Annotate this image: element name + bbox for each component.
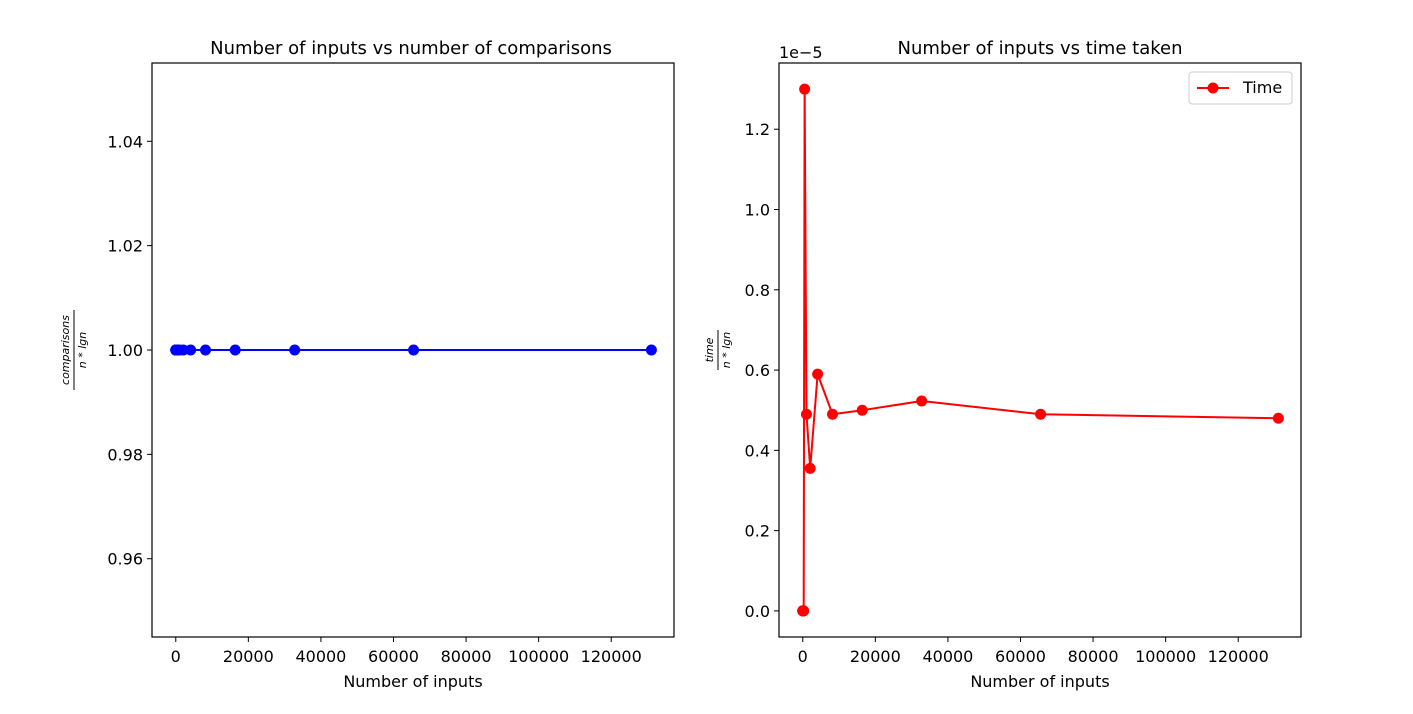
data-point [1035,408,1047,420]
data-point [200,344,211,356]
x-tick-label: 120000 [1208,647,1269,666]
data-point [1272,412,1284,424]
y-tick-label: 1.0 [745,201,770,220]
x-tick-label: 0 [171,647,181,666]
y-axis-ticks: 0.0 0.2 0.4 0.6 0.8 1.0 1.2 [745,120,779,621]
y-axis-label-denominator: n * lgn [76,332,89,369]
x-axis-ticks: 0 20000 40000 60000 80000 100000 120000 [798,637,1269,666]
data-point [229,344,241,356]
y-axis-label: comparisons n * lgn [59,310,89,390]
x-tick-label: 120000 [581,647,642,666]
chart-title: Number of inputs vs number of comparison… [210,38,612,59]
comparisons-chart: Number of inputs vs number of comparison… [59,38,675,691]
data-point [804,462,816,474]
x-tick-label: 60000 [995,647,1046,666]
x-tick-label: 20000 [223,647,274,666]
y-tick-label: 0.6 [745,361,770,380]
data-point [185,344,197,356]
data-point [916,395,928,407]
x-axis-label: Number of inputs [970,672,1109,691]
y-tick-label: 0.4 [745,441,770,460]
x-tick-label: 40000 [922,647,973,666]
x-tick-label: 20000 [850,647,901,666]
data-point [800,408,812,420]
x-tick-label: 100000 [1135,647,1196,666]
legend-entry-time: Time [1242,78,1282,97]
legend-marker-swatch [1207,82,1219,94]
data-point [812,368,824,380]
x-axis-label: Number of inputs [343,672,482,691]
y-tick-label: 1.02 [107,237,143,256]
x-tick-label: 0 [798,647,808,666]
y-tick-label: 0.98 [107,445,143,464]
data-point [856,404,868,416]
y-axis-label-denominator: n * lgn [720,332,733,369]
x-tick-label: 100000 [508,647,569,666]
x-tick-label: 80000 [1068,647,1119,666]
y-tick-label: 1.04 [107,132,143,151]
series-layer [797,83,1284,617]
legend: Time [1188,71,1293,105]
y-tick-label: 0.0 [745,602,770,621]
y-tick-label: 0.8 [745,281,770,300]
data-point [798,605,810,617]
plot-area-frame [778,62,1302,638]
data-point [645,344,657,356]
time-chart: Number of inputs vs time taken 1e−5 0 200… [703,38,1302,691]
chart-title: Number of inputs vs time taken [898,38,1183,59]
x-tick-label: 80000 [441,647,492,666]
x-tick-label: 60000 [368,647,419,666]
y-tick-label: 1.2 [745,120,770,139]
y-axis-label: time n * lgn [703,330,733,370]
y-axis-ticks: 0.96 0.98 1.00 1.02 1.04 [107,132,152,569]
y-tick-label: 0.2 [745,522,770,541]
x-axis-ticks: 0 20000 40000 60000 80000 100000 120000 [171,637,642,666]
data-point [289,344,301,356]
legend-box [1188,71,1293,105]
y-tick-label: 0.96 [107,550,143,569]
y-axis-label-numerator: comparisons [59,315,72,385]
data-point [827,408,838,420]
data-point [408,344,420,356]
x-tick-label: 40000 [295,647,346,666]
data-point [799,83,811,95]
y-tick-label: 1.00 [107,341,143,360]
series-layer [170,344,657,356]
y-axis-offset-text: 1e−5 [779,43,823,62]
y-axis-label-numerator: time [703,337,716,362]
